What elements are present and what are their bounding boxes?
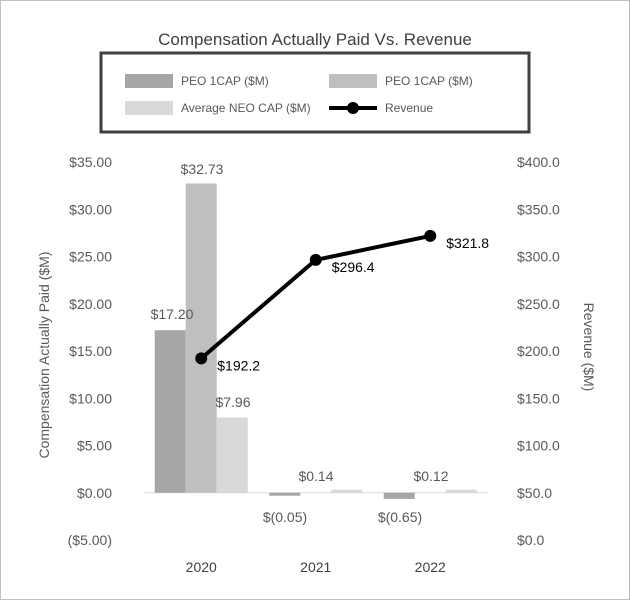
data-label-series2-2020: $32.73 [181, 161, 224, 177]
bar-series3-2022 [445, 489, 477, 493]
y-axis-title: Compensation Actually Paid ($M) [36, 252, 52, 459]
y-tick-label: $20.00 [69, 296, 112, 312]
bars [154, 183, 477, 499]
y2-tick-label: $300.0 [517, 249, 560, 265]
revenue-point-2022 [424, 229, 437, 242]
legend-label-1: PEO 1CAP ($M) [181, 74, 269, 88]
legend-swatch-2 [329, 74, 377, 88]
y-tick-label: $0.00 [77, 485, 112, 501]
revenue-point-2021 [309, 253, 322, 266]
axes: $35.00 $30.00 $25.00 $20.00 $15.00 $10.00 $5.0… [36, 154, 597, 575]
x-tick-label: 2020 [186, 559, 217, 575]
data-label-series3-2022: $0.12 [413, 468, 448, 484]
legend-label-4: Revenue [385, 101, 433, 115]
data-label-revenue-2021: $296.4 [332, 259, 375, 275]
x-tick-label: 2021 [300, 559, 331, 575]
legend-swatch-1 [125, 74, 173, 88]
y2-tick-label: $150.0 [517, 390, 560, 406]
bar-series1-2021 [269, 492, 301, 496]
data-label-revenue-2020: $192.2 [217, 357, 260, 373]
y2-tick-label: $50.0 [517, 485, 552, 501]
data-label-series1-2020: $17.20 [151, 306, 194, 322]
revenue-series [195, 229, 437, 365]
y-tick-label: $10.00 [69, 390, 112, 406]
x-tick-label: 2022 [415, 559, 446, 575]
data-labels: $17.20 $32.73 $7.96 $(0.05) $0.14 $(0.65) $0.1… [151, 161, 490, 525]
y2-tick-label: $350.0 [517, 201, 560, 217]
legend-box [99, 51, 531, 134]
data-label-series3-2021: $0.14 [298, 468, 333, 484]
chart-title: Compensation Actually Paid Vs. Revenue [158, 30, 472, 49]
data-label-series1-2021: $(0.05) [263, 509, 307, 525]
y-tick-label: $15.00 [69, 343, 112, 359]
y-tick-label: $30.00 [69, 201, 112, 217]
bar-series3-2020 [216, 417, 248, 493]
legend-label-2: PEO 1CAP ($M) [385, 74, 473, 88]
y2-tick-label: $400.0 [517, 154, 560, 170]
legend-marker-revenue [347, 102, 359, 114]
y2-tick-label: $100.0 [517, 438, 560, 454]
bar-series1-2022 [383, 492, 415, 499]
data-label-revenue-2022: $321.8 [446, 235, 489, 251]
data-label-series1-2022: $(0.65) [378, 509, 422, 525]
y-tick-label: $35.00 [69, 154, 112, 170]
legend: PEO 1CAP ($M) PEO 1CAP ($M) Average NEO CA… [125, 74, 473, 115]
y-tick-label: ($5.00) [68, 532, 112, 548]
bar-series3-2021 [331, 489, 363, 493]
y2-tick-label: $250.0 [517, 296, 560, 312]
y-tick-label: $5.00 [77, 438, 112, 454]
y-tick-label: $25.00 [69, 249, 112, 265]
bar-series2-2020 [185, 183, 217, 493]
legend-label-3: Average NEO CAP ($M) [181, 101, 311, 115]
bar-series1-2020 [154, 330, 186, 493]
y2-tick-label: $0.0 [517, 532, 544, 548]
y2-tick-label: $200.0 [517, 343, 560, 359]
data-label-series3-2020: $7.96 [215, 394, 250, 410]
revenue-point-2020 [195, 352, 208, 365]
legend-swatch-3 [125, 101, 173, 115]
y2-axis-title: Revenue ($M) [581, 303, 597, 392]
